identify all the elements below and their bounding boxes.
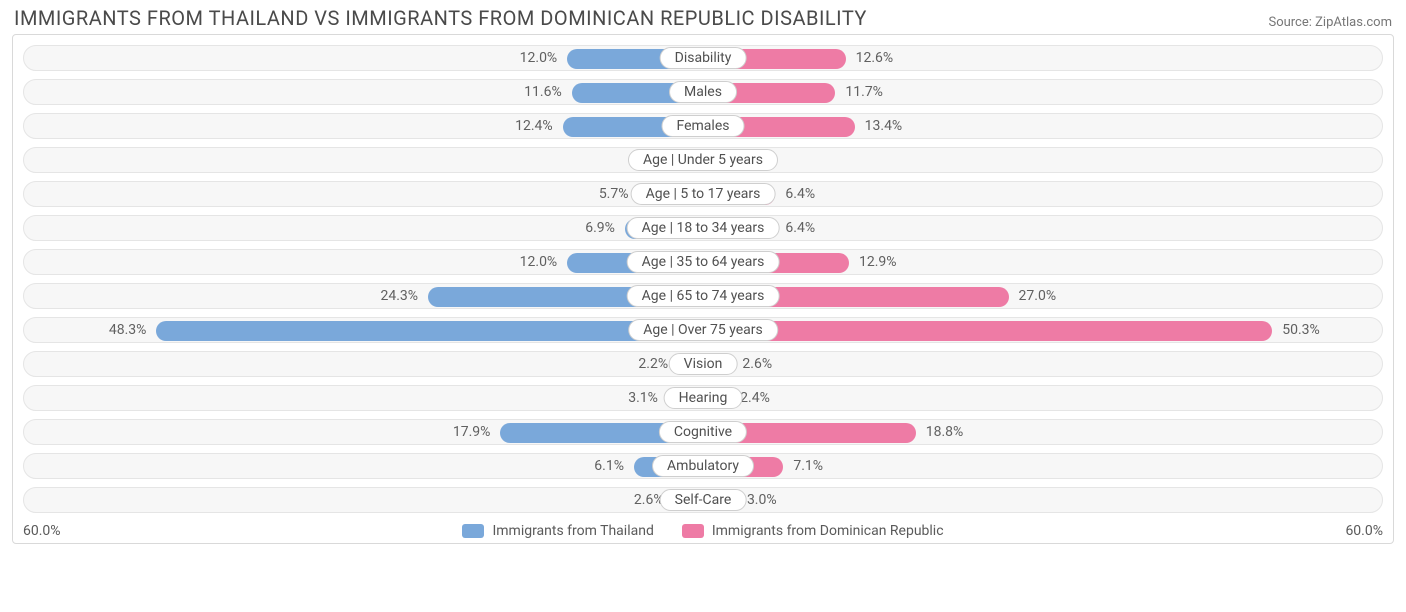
value-label-left: 2.2% bbox=[638, 356, 668, 372]
category-pill: Females bbox=[662, 115, 745, 137]
category-pill: Age | Over 75 years bbox=[628, 319, 778, 341]
value-label-left: 5.7% bbox=[599, 186, 629, 202]
value-label-right: 13.4% bbox=[865, 118, 903, 134]
value-label-left: 24.3% bbox=[380, 288, 418, 304]
row-track: 6.9% 6.4% Age | 18 to 34 years bbox=[23, 215, 1383, 241]
value-label-right: 12.9% bbox=[859, 254, 897, 270]
axis-max-left: 60.0% bbox=[23, 523, 61, 539]
legend-label-right: Immigrants from Dominican Republic bbox=[712, 523, 944, 539]
value-label-right: 12.6% bbox=[856, 50, 894, 66]
value-label-right: 3.0% bbox=[747, 492, 777, 508]
row-track: 48.3% 50.3% Age | Over 75 years bbox=[23, 317, 1383, 343]
legend-swatch-left bbox=[462, 524, 484, 538]
value-label-left: 11.6% bbox=[524, 84, 562, 100]
value-label-left: 17.9% bbox=[453, 424, 491, 440]
row-track: 12.0% 12.6% Disability bbox=[23, 45, 1383, 71]
source-label: Source: ZipAtlas.com bbox=[1268, 15, 1392, 30]
row-track: 11.6% 11.7% Males bbox=[23, 79, 1383, 105]
rows-container: 12.0% 12.6% Disability 11.6% 11.7% Males 12.4%… bbox=[23, 45, 1383, 513]
bar-right bbox=[703, 321, 1272, 341]
row-track: 3.1% 2.4%Hearing bbox=[23, 385, 1383, 411]
value-label-left: 12.4% bbox=[515, 118, 553, 134]
legend-label-left: Immigrants from Thailand bbox=[492, 523, 653, 539]
axis-max-right: 60.0% bbox=[1345, 523, 1383, 539]
value-label-left: 12.0% bbox=[520, 254, 558, 270]
row-track: 12.0% 12.9% Age | 35 to 64 years bbox=[23, 249, 1383, 275]
row-track: 24.3% 27.0% Age | 65 to 74 years bbox=[23, 283, 1383, 309]
category-pill: Hearing bbox=[664, 387, 743, 409]
chart-footer: 60.0% Immigrants from Thailand Immigrant… bbox=[23, 521, 1383, 539]
category-pill: Age | Under 5 years bbox=[628, 149, 778, 171]
value-label-left: 3.1% bbox=[628, 390, 658, 406]
category-pill: Age | 5 to 17 years bbox=[631, 183, 776, 205]
category-pill: Age | 65 to 74 years bbox=[627, 285, 780, 307]
value-label-left: 6.1% bbox=[594, 458, 624, 474]
value-label-right: 18.8% bbox=[926, 424, 964, 440]
category-pill: Age | 35 to 64 years bbox=[627, 251, 780, 273]
value-label-left: 6.9% bbox=[585, 220, 615, 236]
value-label-right: 6.4% bbox=[785, 186, 815, 202]
value-label-right: 7.1% bbox=[793, 458, 823, 474]
value-label-left: 12.0% bbox=[520, 50, 558, 66]
category-pill: Vision bbox=[669, 353, 738, 375]
value-label-right: 27.0% bbox=[1019, 288, 1057, 304]
legend-swatch-right bbox=[682, 524, 704, 538]
row-track: 6.1% 7.1% Ambulatory bbox=[23, 453, 1383, 479]
category-pill: Cognitive bbox=[659, 421, 747, 443]
value-label-right: 11.7% bbox=[845, 84, 883, 100]
value-label-right: 2.6% bbox=[742, 356, 772, 372]
chart-title: IMMIGRANTS FROM THAILAND VS IMMIGRANTS F… bbox=[14, 6, 867, 30]
header: IMMIGRANTS FROM THAILAND VS IMMIGRANTS F… bbox=[12, 6, 1394, 34]
row-track: 12.4% 13.4% Females bbox=[23, 113, 1383, 139]
row-track: 2.2% 2.6%Vision bbox=[23, 351, 1383, 377]
category-pill: Self-Care bbox=[660, 489, 747, 511]
legend-item-left: Immigrants from Thailand bbox=[462, 523, 653, 539]
row-track: 17.9% 18.8% Cognitive bbox=[23, 419, 1383, 445]
bar-left bbox=[156, 321, 703, 341]
category-pill: Disability bbox=[660, 47, 747, 69]
value-label-right: 50.3% bbox=[1282, 322, 1320, 338]
chart-area: 12.0% 12.6% Disability 11.6% 11.7% Males 12.4%… bbox=[12, 34, 1394, 544]
legend-item-right: Immigrants from Dominican Republic bbox=[682, 523, 944, 539]
value-label-left: 48.3% bbox=[109, 322, 147, 338]
category-pill: Age | 18 to 34 years bbox=[627, 217, 780, 239]
category-pill: Ambulatory bbox=[652, 455, 754, 477]
row-track: 2.6%3.0%Self-Care bbox=[23, 487, 1383, 513]
row-track: 1.2%1.1%Age | Under 5 years bbox=[23, 147, 1383, 173]
row-track: 5.7% 6.4% Age | 5 to 17 years bbox=[23, 181, 1383, 207]
category-pill: Males bbox=[669, 81, 737, 103]
value-label-right: 6.4% bbox=[785, 220, 815, 236]
legend: Immigrants from Thailand Immigrants from… bbox=[462, 523, 943, 539]
value-label-right: 2.4% bbox=[740, 390, 770, 406]
page: IMMIGRANTS FROM THAILAND VS IMMIGRANTS F… bbox=[0, 0, 1406, 612]
